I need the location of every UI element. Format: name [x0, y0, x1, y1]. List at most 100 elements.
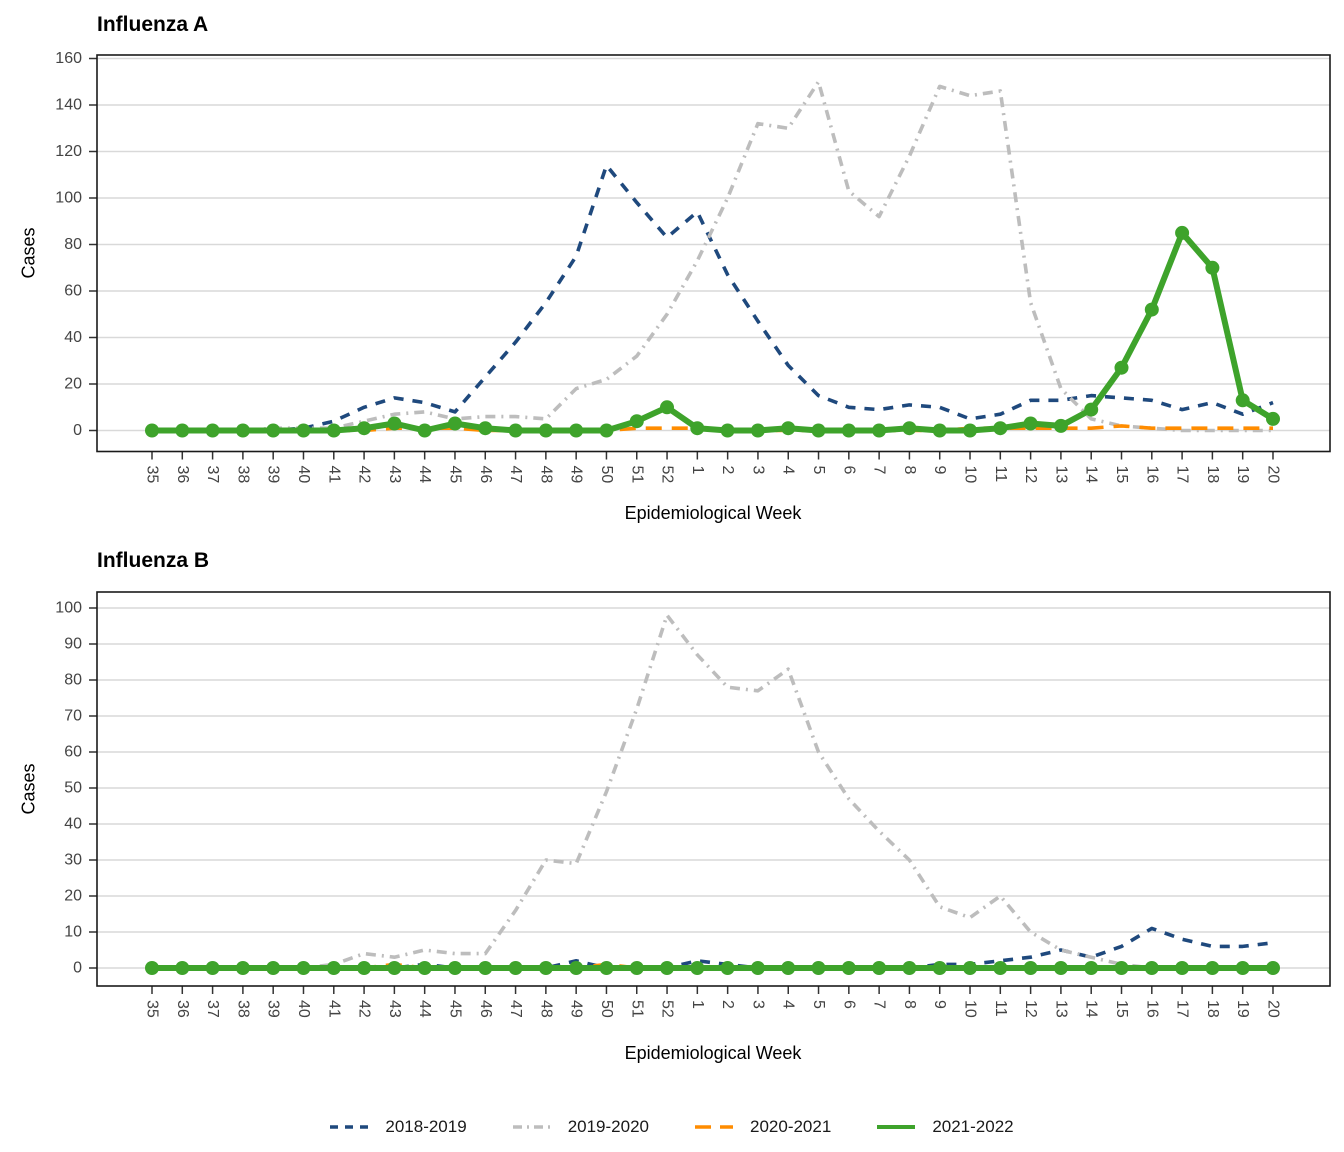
- data-point: [448, 416, 462, 431]
- data-point: [1084, 402, 1099, 417]
- data-point: [417, 423, 432, 438]
- x-tick-label-week-14: 14: [1083, 1000, 1100, 1018]
- data-point: [1144, 302, 1159, 317]
- data-point: [660, 961, 674, 975]
- data-point: [478, 961, 493, 975]
- data-point: [932, 961, 947, 975]
- x-tick-label-week-11: 11: [992, 1000, 1009, 1017]
- x-tick-label-week-42: 42: [356, 466, 373, 484]
- y-tick-label: 140: [55, 97, 82, 114]
- data-point: [266, 423, 281, 438]
- series-line-2018-2019: [152, 926, 1274, 970]
- series-line-2019-2020: [152, 613, 1273, 970]
- data-point: [296, 423, 311, 438]
- data-point: [387, 416, 402, 431]
- data-point: [660, 400, 674, 415]
- data-point: [175, 423, 190, 438]
- y-tick-label: 30: [64, 852, 82, 869]
- x-tick-label-week-38: 38: [234, 466, 251, 484]
- data-point: [720, 423, 735, 438]
- legend-item-2021-2022: 2021-2022: [877, 1117, 1014, 1137]
- data-point: [478, 421, 493, 436]
- data-point: [296, 961, 311, 975]
- x-tick-label-week-12: 12: [1022, 1000, 1039, 1018]
- x-tick-label-week-43: 43: [386, 1000, 403, 1018]
- x-tick-label-week-46: 46: [477, 466, 494, 484]
- series-line-2019-2020: [152, 80, 1273, 433]
- legend-label: 2018-2019: [385, 1117, 467, 1136]
- data-point: [902, 961, 917, 975]
- x-tick-label-week-40: 40: [295, 1000, 312, 1018]
- x-tick-label-week-47: 47: [507, 466, 524, 484]
- x-tick-label-week-17: 17: [1174, 1000, 1191, 1018]
- data-point: [1053, 961, 1068, 975]
- x-tick-label-week-13: 13: [1052, 1000, 1069, 1018]
- panel-border: [96, 54, 1331, 453]
- data-point: [357, 961, 372, 975]
- x-tick-label-week-45: 45: [446, 466, 463, 484]
- data-point: [1023, 961, 1038, 975]
- data-point: [629, 961, 644, 975]
- data-point: [235, 423, 250, 438]
- x-tick-label-week-50: 50: [598, 1000, 615, 1018]
- chart-title-influenza-a: Influenza A: [97, 13, 209, 36]
- data-point: [599, 961, 614, 975]
- x-tick-label-week-39: 39: [265, 466, 282, 484]
- x-tick-label-week-49: 49: [568, 1000, 585, 1018]
- data-point: [175, 961, 190, 975]
- x-tick-label-week-18: 18: [1204, 466, 1221, 484]
- y-axis-label-influenza-a: Cases: [18, 227, 39, 279]
- x-tick-label-week-7: 7: [871, 1000, 888, 1009]
- data-point: [1114, 961, 1129, 975]
- data-point: [205, 423, 220, 438]
- series-points-2021-2022: [145, 961, 1280, 975]
- data-point: [629, 414, 644, 429]
- x-tick-label-week-40: 40: [295, 466, 312, 484]
- x-tick-label-week-3: 3: [749, 466, 766, 475]
- x-tick-label-week-18: 18: [1204, 1000, 1221, 1018]
- data-point: [993, 421, 1008, 436]
- x-tick-label-week-42: 42: [356, 1000, 373, 1018]
- x-tick-label-week-51: 51: [628, 1000, 645, 1018]
- data-point: [750, 961, 765, 975]
- data-point: [902, 421, 917, 436]
- legend-label: 2021-2022: [932, 1117, 1014, 1136]
- x-tick-label-week-15: 15: [1113, 1000, 1130, 1018]
- data-point: [872, 423, 887, 438]
- data-point: [326, 423, 341, 438]
- x-tick-label-week-45: 45: [446, 1000, 463, 1018]
- x-tick-label-week-48: 48: [537, 1000, 554, 1018]
- y-tick-label: 90: [64, 636, 82, 653]
- data-point: [508, 423, 523, 438]
- data-point: [720, 961, 735, 975]
- x-axis-label-influenza-a: Epidemiological Week: [624, 503, 802, 523]
- legend: 2018-2019 2019-2020 2020-2021 2021-2022: [0, 1110, 1344, 1144]
- x-tick-label-week-12: 12: [1022, 466, 1039, 484]
- x-tick-label-week-36: 36: [174, 466, 191, 484]
- y-axis-label-influenza-b: Cases: [18, 763, 39, 815]
- x-tick-label-week-20: 20: [1264, 1000, 1281, 1018]
- data-point: [235, 961, 250, 975]
- data-point: [1205, 961, 1220, 975]
- x-tick-label-week-41: 41: [325, 466, 342, 484]
- series-points-2021-2022: [145, 225, 1280, 438]
- data-point: [569, 961, 584, 975]
- x-tick-label-week-16: 16: [1143, 1000, 1160, 1018]
- data-point: [993, 961, 1008, 975]
- x-tick-label-week-9: 9: [931, 1000, 948, 1009]
- data-point: [841, 423, 856, 438]
- data-point: [1266, 961, 1280, 975]
- x-tick-label-week-1: 1: [689, 466, 706, 475]
- chart-title-influenza-b: Influenza B: [97, 549, 210, 572]
- series-line-2021-2022: [152, 229, 1275, 434]
- data-point: [538, 961, 553, 975]
- x-tick-label-week-8: 8: [901, 1000, 918, 1009]
- x-tick-label-week-43: 43: [386, 466, 403, 484]
- data-point: [387, 961, 402, 975]
- data-point: [811, 961, 826, 975]
- x-tick-label-week-6: 6: [840, 466, 857, 475]
- panel-border: [96, 591, 1331, 987]
- legend-key-2020-2021-line: [695, 1125, 733, 1129]
